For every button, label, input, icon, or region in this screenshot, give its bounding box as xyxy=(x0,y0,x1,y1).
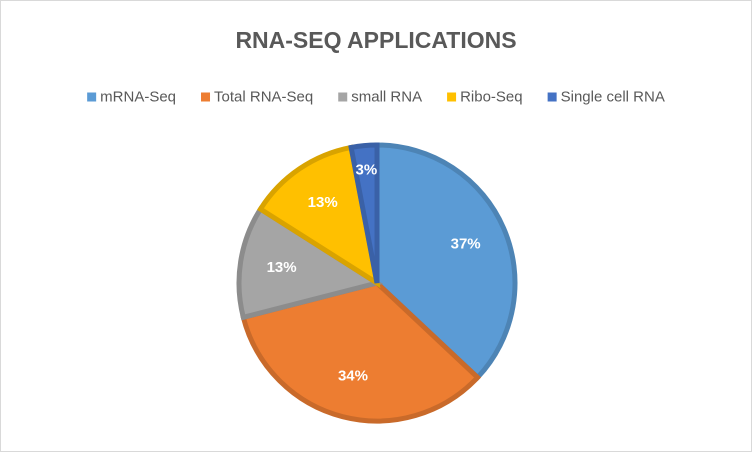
legend-swatch xyxy=(447,92,457,102)
data-label: 37% xyxy=(451,236,481,253)
legend-label: Ribo-Seq xyxy=(460,88,523,105)
legend-label: Single cell RNA xyxy=(561,88,665,105)
legend-swatch xyxy=(547,92,557,102)
pie-slice xyxy=(348,142,380,284)
data-label: 34% xyxy=(338,368,368,385)
pie-slice xyxy=(374,142,518,382)
legend-label: mRNA-Seq xyxy=(100,88,176,105)
pie-slice xyxy=(257,144,381,289)
legend: mRNA-Seq Total RNA-Seq small RNA Ribo-Seq Si… xyxy=(87,88,665,105)
data-label: 3% xyxy=(356,161,378,178)
legend-swatch xyxy=(201,92,211,102)
pie-slice xyxy=(240,280,482,424)
legend-item: Single cell RNA xyxy=(547,88,665,105)
legend-label: small RNA xyxy=(351,88,422,105)
legend-item: small RNA xyxy=(338,88,422,105)
pie-slice xyxy=(236,205,384,321)
pie: 37% 34% 13% 13% 3% xyxy=(236,142,518,424)
data-label: 13% xyxy=(267,259,297,276)
data-label: 13% xyxy=(308,194,338,211)
legend-swatch xyxy=(338,92,348,102)
legend-item: mRNA-Seq xyxy=(87,88,176,105)
legend-label: Total RNA-Seq xyxy=(214,88,313,105)
legend-item: Total RNA-Seq xyxy=(201,88,313,105)
legend-item: Ribo-Seq xyxy=(447,88,523,105)
legend-swatch xyxy=(87,92,97,102)
chart-title: RNA-SEQ APPLICATIONS xyxy=(235,27,516,53)
